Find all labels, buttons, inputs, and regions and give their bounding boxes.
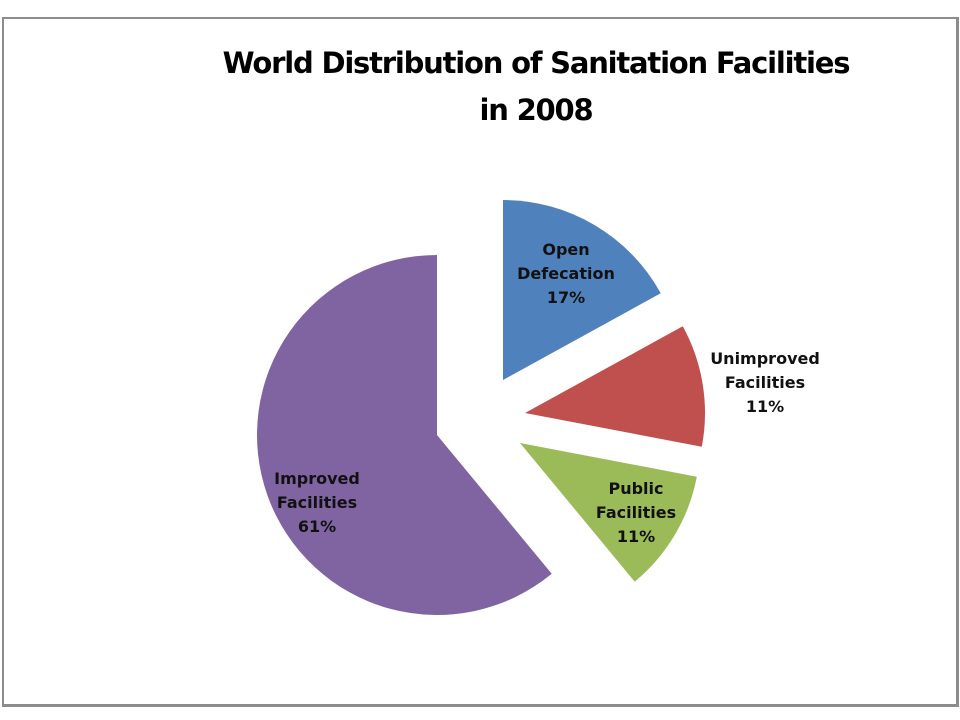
data-label-name: Improved <box>274 469 360 488</box>
data-label-unimproved-facilities: Unimproved Facilities 11% <box>710 349 820 416</box>
data-label-percent: 17% <box>547 288 585 307</box>
data-label-public-facilities: Public Facilities 11% <box>596 479 676 546</box>
chart-title-line-1: World Distribution of Sanitation Facilit… <box>222 46 851 80</box>
data-label-percent: 11% <box>746 397 784 416</box>
data-label-percent: 61% <box>298 517 336 536</box>
data-label-name: Public <box>608 479 663 498</box>
data-label-name: Unimproved <box>710 349 820 368</box>
data-label-name: Facilities <box>277 493 357 512</box>
data-label-name: Open <box>542 240 589 259</box>
data-label-percent: 11% <box>617 527 655 546</box>
data-label-name: Facilities <box>596 503 676 522</box>
data-label-improved-facilities: Improved Facilities 61% <box>274 469 360 536</box>
pie-slice-unimproved-facilities <box>525 326 705 447</box>
data-label-name: Defecation <box>517 264 615 283</box>
pie-slice-improved-facilities <box>257 255 552 615</box>
chart-title-line-2: in 2008 <box>479 93 594 127</box>
pie-slice-open-defecation <box>503 200 661 380</box>
data-label-open-defecation: Open Defecation 17% <box>517 240 615 307</box>
data-label-name: Facilities <box>725 373 805 392</box>
pie-slice-public-facilities <box>520 443 697 582</box>
